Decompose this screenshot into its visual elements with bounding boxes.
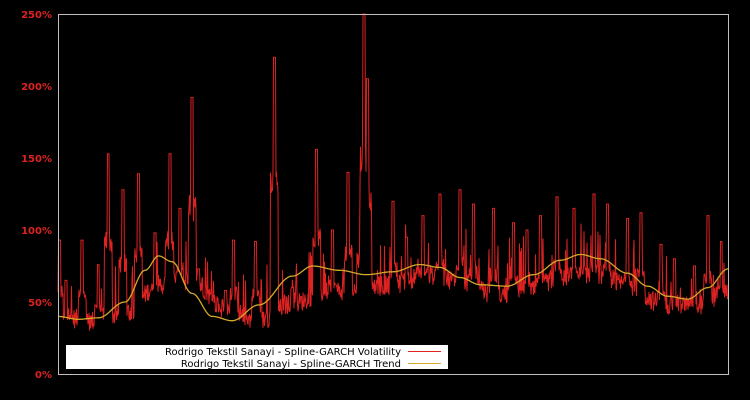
- legend-label-volatility: Rodrigo Tekstil Sanayi - Spline-GARCH Vo…: [165, 347, 401, 358]
- volatility-line: [57, 13, 729, 331]
- y-tick-label: 50%: [28, 298, 52, 309]
- plot-frame: [58, 14, 729, 375]
- y-tick-label: 250%: [21, 10, 52, 21]
- y-tick-label: 150%: [21, 154, 52, 165]
- legend-box: [66, 345, 448, 369]
- trend-line: [58, 253, 729, 322]
- y-tick-label: 0%: [35, 370, 52, 381]
- legend: Rodrigo Tekstil Sanayi - Spline-GARCH Vo…: [66, 345, 448, 370]
- y-tick-label: 200%: [21, 82, 52, 93]
- y-tick-label: 100%: [21, 226, 52, 237]
- y-axis-ticks: 0% 50% 100% 150% 200% 250%: [21, 10, 52, 381]
- legend-label-trend: Rodrigo Tekstil Sanayi - Spline-GARCH Tr…: [181, 359, 401, 370]
- plot-area: [57, 13, 729, 331]
